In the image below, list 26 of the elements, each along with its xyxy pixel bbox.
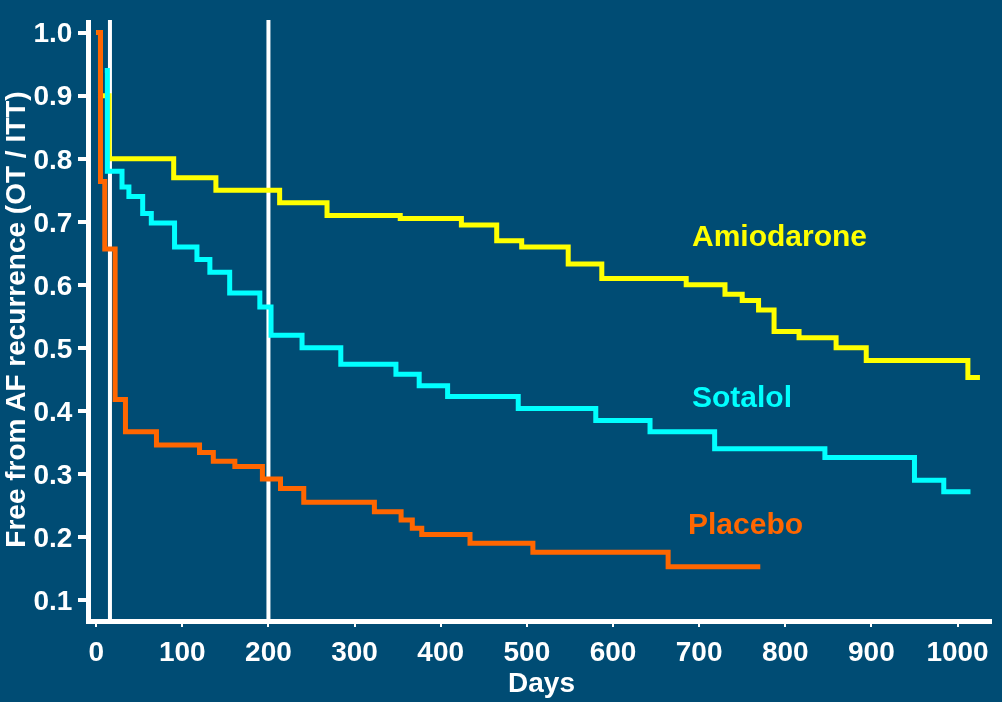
y-tick-label: 1.0 xyxy=(33,17,73,49)
y-tick-label: 0.7 xyxy=(33,206,73,238)
x-tick-label: 100 xyxy=(158,635,206,667)
y-tick-label: 0.6 xyxy=(33,269,73,301)
series-label: Amiodarone xyxy=(692,219,868,252)
x-tick-label: 500 xyxy=(503,635,551,667)
y-tick-label: 0.9 xyxy=(33,80,73,112)
series-label: Placebo xyxy=(688,507,804,540)
y-axis-title: Free from AF recurrence (OT / ITT) xyxy=(0,91,31,548)
y-tick-label: 0.4 xyxy=(33,395,73,427)
y-tick-label: 0.3 xyxy=(33,458,73,490)
x-tick-label: 200 xyxy=(245,635,292,667)
x-tick-label: 800 xyxy=(761,635,809,667)
x-axis-title: Days xyxy=(508,666,575,698)
x-tick-label: 700 xyxy=(675,635,723,667)
y-tick-label: 0.2 xyxy=(33,521,73,553)
x-tick-label: 600 xyxy=(589,635,637,667)
x-tick-label: 400 xyxy=(417,635,465,667)
x-tick-label: 1000 xyxy=(926,635,989,667)
y-tick-label: 0.1 xyxy=(33,584,73,616)
x-tick-label: 900 xyxy=(848,635,895,667)
y-tick-label: 0.5 xyxy=(33,332,73,364)
x-tick-label: 0 xyxy=(88,635,104,667)
y-tick-label: 0.8 xyxy=(33,143,73,175)
series-label: Sotalol xyxy=(692,380,793,413)
x-tick-label: 300 xyxy=(331,635,378,667)
